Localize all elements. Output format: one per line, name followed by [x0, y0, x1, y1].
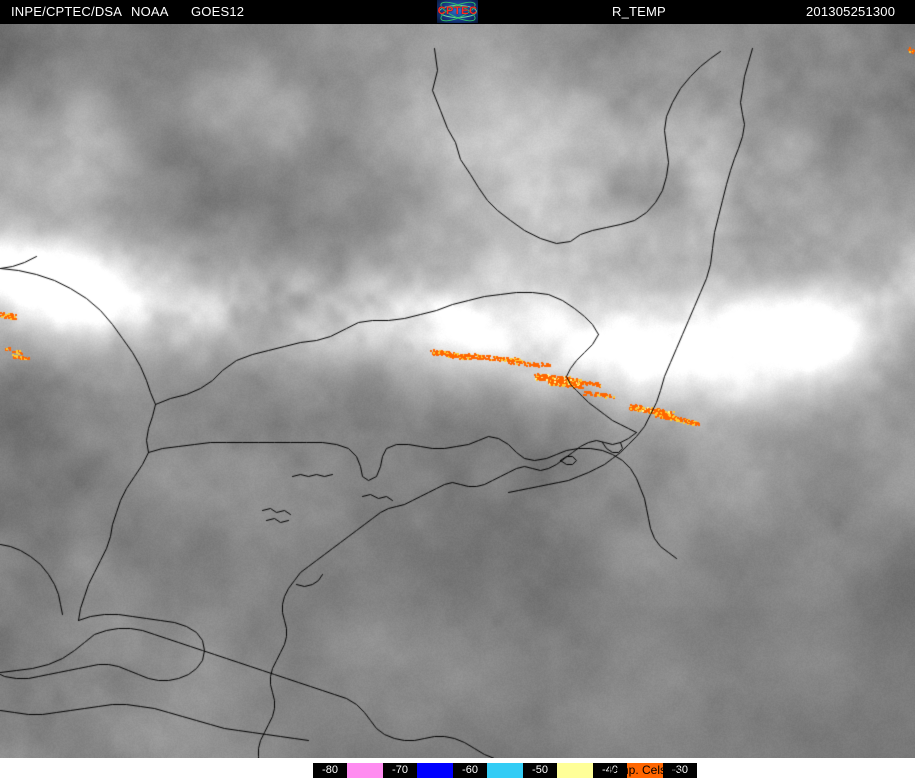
legend-swatch [627, 763, 663, 778]
logo-orbit-ring [438, 5, 477, 18]
legend-swatch [417, 763, 453, 778]
legend-label: -60 [453, 763, 487, 778]
cptec-logo-text: CPTEC [437, 5, 478, 17]
temperature-color-scale-legend: -80 -70 -60 -50 -40 -30 Temp. Celsius [0, 758, 915, 782]
legend-label: -70 [383, 763, 417, 778]
legend-color-bar: -80 -70 -60 -50 -40 -30 [313, 763, 697, 778]
satellite-image-viewport [0, 24, 915, 758]
legend-swatch [557, 763, 593, 778]
legend-label: -30 [663, 763, 697, 778]
cptec-logo-icon: CPTEC [437, 0, 478, 23]
legend-label: -80 [313, 763, 347, 778]
legend-caption: Temp. Celsius [606, 763, 682, 777]
header-timestamp-label: 201305251300 [806, 4, 896, 19]
satellite-image-canvas [0, 24, 915, 758]
legend-swatch [347, 763, 383, 778]
header-agency-label: INPE/CPTEC/DSA [11, 4, 123, 19]
header-product-label: R_TEMP [612, 4, 666, 19]
legend-label: -40 [593, 763, 627, 778]
legend-swatch [487, 763, 523, 778]
legend-label: -50 [523, 763, 557, 778]
header-satellite-operator-label: NOAA [131, 4, 169, 19]
header-satellite-label: GOES12 [191, 4, 245, 19]
header-bar: INPE/CPTEC/DSA NOAA GOES12 CPTEC R_TEMP … [0, 0, 915, 24]
